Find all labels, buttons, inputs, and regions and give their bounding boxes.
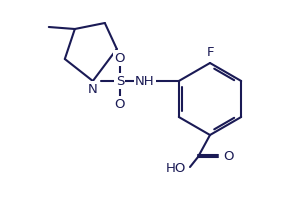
Text: F: F	[206, 46, 214, 59]
Text: S: S	[116, 74, 124, 87]
Text: NH: NH	[135, 74, 155, 87]
Text: O: O	[115, 51, 125, 64]
Text: O: O	[115, 98, 125, 111]
Text: O: O	[223, 151, 233, 164]
Text: HO: HO	[166, 163, 186, 176]
Text: N: N	[88, 83, 98, 96]
